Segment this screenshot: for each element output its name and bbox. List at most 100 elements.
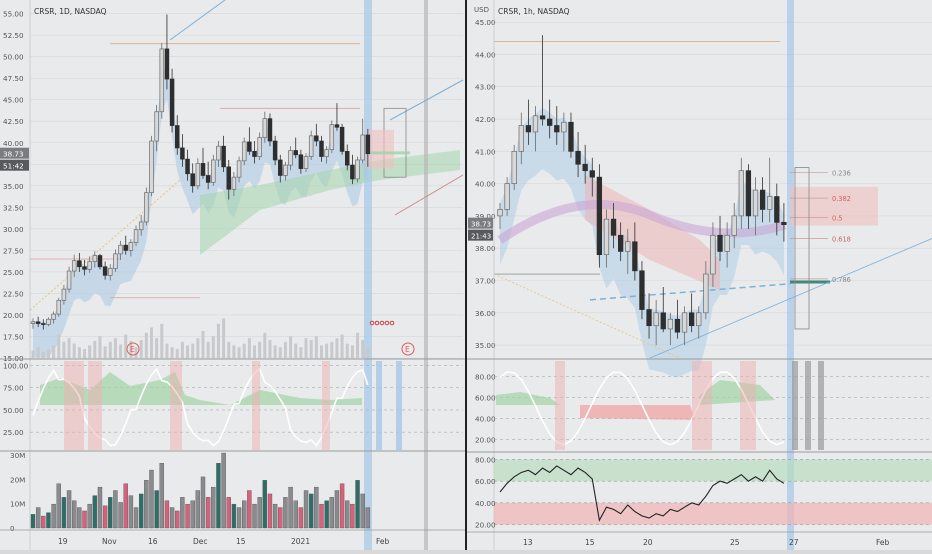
volume-overlay-bar [314, 336, 318, 358]
candle-body [554, 125, 560, 133]
earnings-marker [401, 342, 415, 356]
chart-separator [465, 0, 467, 550]
volume-overlay-bar [72, 343, 76, 358]
candle-body [603, 218, 610, 256]
candle-body [596, 176, 603, 256]
candle-body [128, 242, 134, 251]
candle-body [226, 166, 232, 190]
volume-overlay-bar [144, 332, 148, 358]
price-tick-label: 42.50 [3, 117, 24, 126]
volume-bar [128, 495, 134, 529]
price-tick-label: 55.00 [3, 10, 24, 19]
osc-tick-label: 60.00 [475, 394, 496, 403]
candle-body [582, 163, 588, 172]
osc-tick-label: 50.00 [3, 406, 24, 415]
time-tick-label: Nov [102, 537, 117, 546]
osc-area [496, 392, 560, 405]
volume-bar [267, 493, 273, 529]
volume-overlay-bar [206, 341, 210, 358]
candle-body [329, 124, 335, 150]
candle-body [247, 141, 252, 152]
time-tick-label: 15 [236, 537, 246, 546]
volume-overlay-bar [196, 338, 200, 358]
projection-zone [366, 129, 394, 169]
candle-body [138, 221, 144, 231]
candle-body [159, 48, 165, 113]
candle-body [724, 234, 730, 252]
volume-overlay-bar [335, 338, 339, 358]
countdown-label: 51:42 [3, 162, 24, 171]
candle-body [504, 183, 510, 210]
trendline [394, 174, 464, 216]
volume-bar [283, 497, 288, 529]
symbol-label: CRSR, 1D, NASDAQ [34, 7, 107, 16]
volume-overlay-bar [319, 345, 323, 358]
candle-body [51, 313, 56, 320]
price-tick-label: 42.00 [475, 115, 496, 124]
rsi-tick-label: 80.00 [475, 455, 496, 464]
volume-overlay-bar [299, 347, 303, 358]
volume-overlay-bar [263, 332, 267, 358]
candle-body [236, 160, 242, 178]
volume-overlay-bar [247, 338, 251, 358]
volume-overlay-bar [139, 340, 143, 358]
candle-body [334, 124, 340, 128]
volume-bar [92, 495, 98, 529]
candle-body [190, 173, 195, 187]
volume-bar [314, 486, 319, 529]
volume-bar [82, 510, 87, 529]
volume-overlay-bar [98, 336, 102, 358]
volume-bar [334, 490, 340, 529]
candle-body [252, 151, 257, 157]
volume-tick-label: 0 [10, 524, 15, 533]
candle-body [149, 140, 154, 194]
last-price-label: 38.73 [471, 221, 491, 229]
volume-overlay-bar [366, 347, 370, 358]
candle-body [288, 150, 293, 166]
osc-tick-label: 80.00 [475, 373, 496, 382]
volume-bar [319, 503, 324, 529]
time-tick-label: 25 [730, 538, 740, 547]
volume-overlay-bar [134, 347, 138, 358]
candle-body [262, 118, 268, 138]
osc-area-negative [580, 405, 695, 420]
volume-bar [308, 493, 314, 529]
volume-bar [339, 483, 345, 529]
candle-body [774, 196, 780, 223]
volume-bar [200, 476, 206, 529]
candle-body [319, 140, 324, 157]
volume-bar [185, 503, 190, 529]
volume-bar [360, 493, 365, 529]
price-tick-label: 20.00 [3, 311, 24, 320]
price-tick-label: 39.00 [475, 212, 496, 221]
candle-body [625, 241, 631, 252]
candle-body [298, 154, 304, 169]
candle-body [696, 312, 702, 327]
volume-bar [190, 500, 195, 529]
projection-box [794, 167, 810, 330]
signal-zone [792, 361, 798, 450]
candle-body [674, 318, 681, 333]
volume-bar [123, 483, 128, 529]
candle-body [660, 312, 666, 330]
candle-body [589, 170, 595, 178]
session-highlight [787, 0, 794, 550]
trendline [649, 238, 932, 359]
volume-bar [149, 469, 154, 529]
osc-tick-label: 100.00 [3, 361, 29, 370]
candle-body [525, 125, 532, 133]
candle-body [97, 255, 103, 268]
candle-body [365, 134, 371, 155]
candle-body [575, 150, 581, 165]
candle-body [738, 170, 744, 217]
candle-body [92, 255, 98, 262]
candle-body [123, 244, 128, 251]
session-highlight-2 [424, 0, 428, 550]
price-tick-label: 38.00 [475, 244, 496, 253]
price-tick-label: 36.00 [475, 309, 496, 318]
candle-body [688, 312, 695, 327]
price-tick-label: 43.00 [475, 83, 496, 92]
price-tick-label: 45.00 [475, 18, 496, 27]
price-tick-label: 40.00 [3, 139, 24, 148]
volume-bar [350, 503, 355, 529]
